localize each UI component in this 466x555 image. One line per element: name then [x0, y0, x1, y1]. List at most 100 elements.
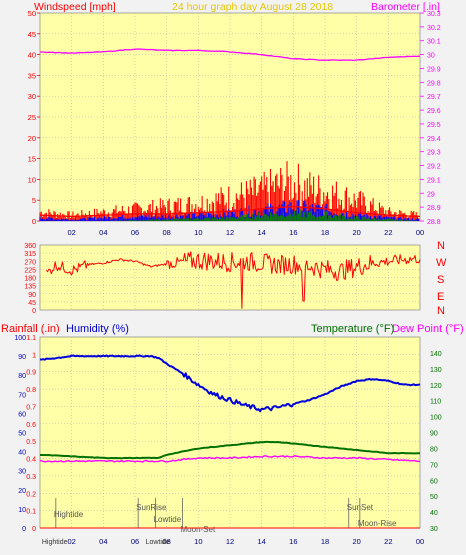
- temperature-y-tick-label: 110: [430, 399, 441, 406]
- wind-y-tick-label: 5: [32, 196, 36, 205]
- rainfall-y-tick-label: 0.9: [26, 370, 36, 377]
- humidity-y-tick-label: 70: [18, 392, 26, 399]
- temperature-y-tick-label: 90: [430, 431, 438, 438]
- humidity-y-tick-label: 100: [14, 335, 26, 342]
- wind-x-tick-label: 14: [257, 228, 265, 237]
- temperature-y-tick-label: 80: [430, 446, 438, 453]
- event-label: Lowtide: [154, 515, 182, 524]
- wind-y-tick-label: 35: [28, 71, 36, 80]
- rainfall-y-tick-label: 0.8: [26, 387, 36, 394]
- event-label: Hightide: [54, 510, 84, 519]
- temperature-y-tick-label: 100: [430, 415, 442, 422]
- humidity-y-tick-label: 30: [18, 469, 26, 476]
- wind-x-tick-label: 12: [226, 228, 234, 237]
- humidity-x-tick-label: 08: [162, 537, 170, 546]
- chart-title: 24 hour graph day August 28 2018: [172, 1, 333, 13]
- direction-y-tick-label: 45: [28, 300, 36, 307]
- barometer-y-tick-label: 29.8: [427, 80, 441, 87]
- barometer-y-tick-label: 29.4: [427, 136, 441, 143]
- wind-y-tick-label: 30: [28, 92, 36, 101]
- rainfall-y-tick-label: 1.1: [26, 335, 36, 342]
- wind-y-tick-label: 20: [28, 134, 36, 143]
- direction-y-tick-label: 360: [24, 243, 36, 250]
- wind-direction-line: [45, 251, 421, 309]
- humidity-x-tick-label: 22: [384, 537, 392, 546]
- wind-x-tick-label: 20: [352, 228, 360, 237]
- rainfall-y-tick-label: 0.7: [26, 404, 36, 411]
- barometer-y-tick-label: 30.1: [427, 39, 441, 46]
- barometer-y-tick-label: 29.9: [427, 66, 441, 73]
- wind-x-tick-label: 18: [321, 228, 329, 237]
- humidity-y-tick-label: 10: [18, 507, 26, 514]
- humidity-x-tick-label: 04: [99, 537, 107, 546]
- rainfall-axis-label: Rainfall (.in): [1, 323, 60, 335]
- barometer-y-tick-label: 28.8: [427, 219, 441, 226]
- barometer-y-tick-label: 29.2: [427, 164, 441, 171]
- bottom-event-label-hightide: Hightide: [42, 539, 68, 546]
- event-label: SunRise: [136, 503, 167, 512]
- humidity-y-tick-label: 60: [18, 411, 26, 418]
- barometer-y-tick-label: 29: [427, 191, 435, 198]
- humidity-x-tick-label: 20: [352, 537, 360, 546]
- barometer-y-tick-label: 29.1: [427, 177, 441, 184]
- direction-y-tick-label: 270: [24, 259, 36, 266]
- temperature-y-tick-label: 130: [430, 367, 442, 374]
- direction-y-tick-label: 0: [32, 308, 36, 315]
- wind-x-tick-label: 16: [289, 228, 297, 237]
- event-label: Moon-Set: [181, 525, 216, 534]
- barometer-y-tick-label: 28.9: [427, 205, 441, 212]
- humidity-y-tick-label: 90: [18, 354, 26, 361]
- temperature-y-tick-label: 50: [430, 494, 438, 501]
- rainfall-y-tick-label: 0.6: [26, 422, 36, 429]
- compass-n-bottom: N: [437, 305, 445, 317]
- barometer-axis-label: Barometer [.in]: [371, 1, 440, 13]
- wind-y-tick-label: 0: [32, 217, 36, 226]
- wind-y-tick-label: 15: [28, 155, 36, 164]
- compass-s: S: [437, 274, 444, 286]
- humidity-y-tick-label: 50: [18, 431, 26, 438]
- barometer-y-tick-label: 30.3: [427, 11, 441, 18]
- rainfall-y-tick-label: 0.1: [26, 509, 36, 516]
- wind-x-tick-label: 22: [384, 228, 392, 237]
- humidity-x-tick-label: 06: [131, 537, 139, 546]
- humidity-y-tick-label: 0: [22, 526, 26, 533]
- windspeed-axis-label: Windspeed [mph]: [34, 1, 116, 13]
- wind-y-tick-label: 10: [28, 175, 36, 184]
- temperature-y-tick-label: 60: [430, 478, 438, 485]
- wind-x-tick-label: 02: [67, 228, 75, 237]
- wind-x-tick-label: 08: [162, 228, 170, 237]
- compass-n-top: N: [437, 240, 445, 252]
- rainfall-y-tick-label: 0.2: [26, 491, 36, 498]
- barometer-y-tick-label: 29.3: [427, 150, 441, 157]
- compass-labels: N W S E N: [436, 240, 447, 317]
- temperature-line: [40, 440, 421, 460]
- wind-y-tick-label: 25: [28, 113, 36, 122]
- humidity-x-tick-label: 12: [226, 537, 234, 546]
- wind-x-tick-label: 10: [194, 228, 202, 237]
- temperature-axis-label: Temperature (°F): [311, 323, 394, 335]
- temperature-y-tick-label: 70: [430, 462, 438, 469]
- wind-y-tick-label: 50: [28, 9, 36, 18]
- humidity-x-tick-label: 10: [194, 537, 202, 546]
- rainfall-y-tick-label: 1: [32, 352, 36, 359]
- wind-y-tick-label: 45: [28, 30, 36, 39]
- barometer-y-tick-label: 29.6: [427, 108, 441, 115]
- direction-y-tick-label: 90: [28, 292, 36, 299]
- humidity-x-tick-label: 14: [257, 537, 265, 546]
- event-label: SunSet: [347, 503, 374, 512]
- rainfall-y-tick-label: 0.5: [26, 439, 36, 446]
- temperature-y-tick-label: 140: [430, 351, 442, 358]
- bottom-event-label-lowtide: Lowtide: [146, 539, 170, 546]
- humidity-y-tick-label: 40: [18, 450, 26, 457]
- humidity-axis-label: Humidity (%): [66, 323, 129, 335]
- temperature-y-tick-label: 120: [430, 383, 442, 390]
- direction-y-tick-label: 225: [24, 267, 36, 274]
- direction-y-tick-label: 180: [24, 276, 36, 283]
- humidity-x-tick-label: 18: [321, 537, 329, 546]
- humidity-y-tick-label: 20: [18, 488, 26, 495]
- barometer-y-tick-label: 29.7: [427, 94, 441, 101]
- barometer-line: [40, 48, 421, 62]
- barometer-y-tick-label: 30.2: [427, 25, 441, 32]
- humidity-x-tick-label: 16: [289, 537, 297, 546]
